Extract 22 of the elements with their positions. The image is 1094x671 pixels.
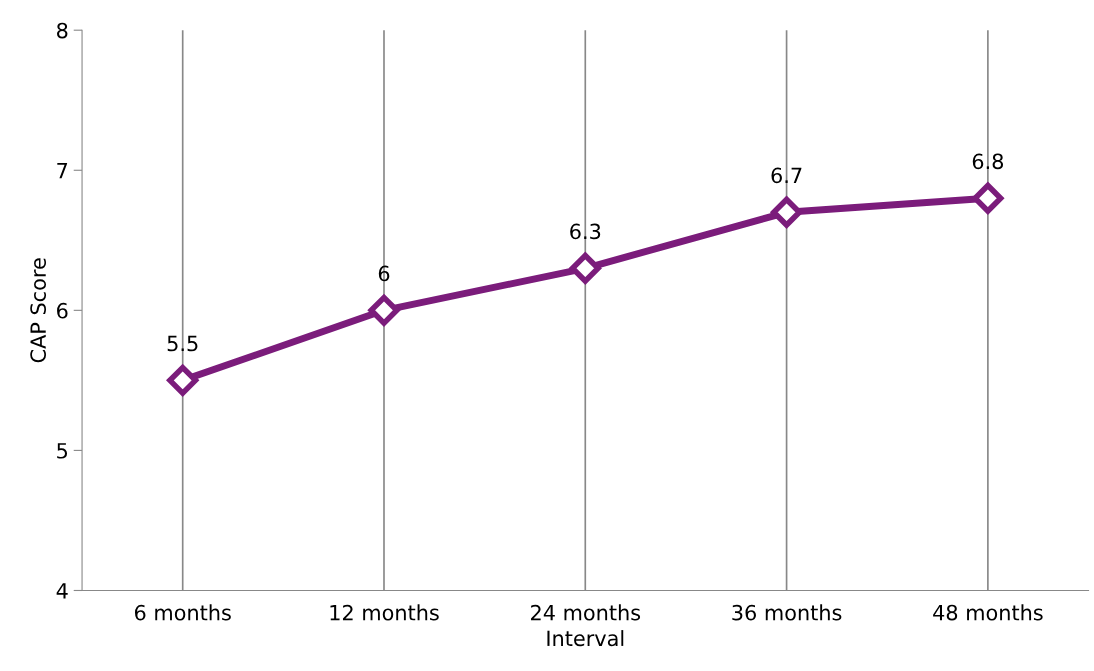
data-label: 6.3 [570,223,601,240]
x-tick-label: 24 months [531,604,641,621]
data-label: 6.8 [972,153,1004,170]
x-tick-label: 48 months [933,604,1043,621]
x-axis-title: Interval [547,630,624,647]
x-tick-label: 12 months [330,604,439,621]
point [771,196,803,228]
point [569,252,601,284]
y-tick-label: 6 [57,302,68,319]
data-label: 6.7 [771,167,802,184]
point [972,182,1004,214]
x-tick-label: 36 months [732,604,842,621]
data-label: 5.5 [167,335,198,352]
x-tick-label: 6 months [134,604,231,621]
y-tick-label: 4 [56,583,68,599]
y-axis-title: CAP Score [30,258,47,363]
data-label: 6 [378,265,390,282]
y-tick-label: 8 [57,22,68,39]
y-tick-label: 5 [57,443,68,459]
point [368,294,400,326]
point [167,364,199,396]
y-tick-label: 7 [57,162,68,179]
